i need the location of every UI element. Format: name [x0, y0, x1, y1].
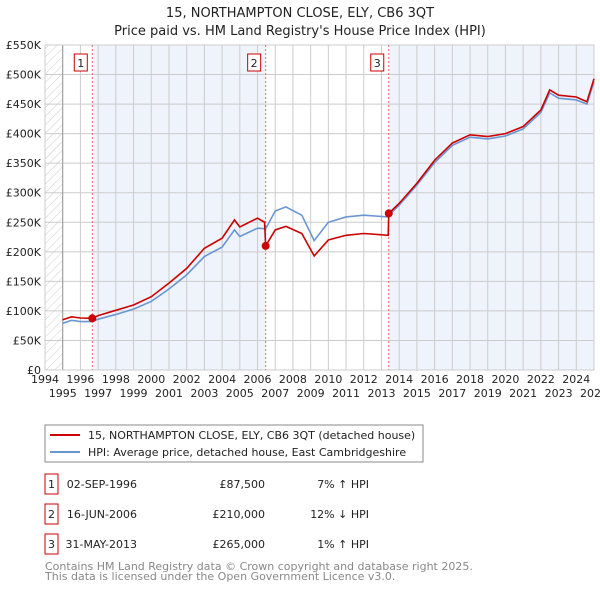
transaction-number: 1 [48, 478, 55, 491]
property-line [62, 78, 595, 321]
y-tick-label: £150K [6, 275, 42, 288]
y-tick-label: £100K [6, 305, 42, 318]
legend-property: 15, NORTHAMPTON CLOSE, ELY, CB6 3QT (det… [88, 429, 415, 442]
y-tick-label: £400K [6, 128, 42, 141]
x-tick-label: 2014 [385, 373, 413, 386]
x-tick-label: 2021 [509, 387, 537, 400]
x-tick-label: 2017 [438, 387, 466, 400]
plot-frame [44, 44, 595, 371]
legend: 15, NORTHAMPTON CLOSE, ELY, CB6 3QT (det… [44, 424, 424, 463]
x-tick-label: 2016 [421, 373, 449, 386]
x-tick-label: 2004 [208, 373, 236, 386]
transaction-hpi-diff: 1% ↑ HPI [317, 538, 369, 551]
transaction-number-box [44, 473, 59, 495]
legend-hpi: HPI: Average price, detached house, East… [88, 446, 406, 459]
footer-copyright: Contains HM Land Registry data © Crown c… [45, 560, 473, 573]
x-tick-label: 2011 [332, 387, 360, 400]
hpi-line [62, 81, 595, 325]
x-tick-label: 2009 [297, 387, 325, 400]
chart-subtitle: Price paid vs. HM Land Registry's House … [114, 24, 486, 39]
sale-point [261, 241, 270, 250]
y-tick-label: £450K [6, 98, 42, 111]
y-tick-label: £500K [6, 69, 42, 82]
shade-band [92, 45, 266, 370]
x-tick-label: 2001 [155, 387, 183, 400]
y-tick-label: £50K [13, 334, 42, 347]
x-tick-label: 2019 [474, 387, 502, 400]
transaction-date: 02-SEP-1996 [67, 478, 137, 491]
shade-band [388, 45, 594, 370]
transaction-price: £87,500 [220, 478, 266, 491]
transaction-price: £265,000 [213, 538, 266, 551]
chart-title: 15, NORTHAMPTON CLOSE, ELY, CB6 3QT [166, 6, 434, 21]
sale-point [88, 314, 97, 323]
sale-label: 2 [251, 57, 258, 70]
x-tick-label: 2008 [279, 373, 307, 386]
sale-label-box [247, 53, 262, 72]
x-tick-label: 2023 [545, 387, 573, 400]
x-tick-label: 2013 [367, 387, 395, 400]
y-tick-label: £350K [6, 157, 42, 170]
sale-label-box [370, 53, 385, 72]
transaction-hpi-diff: 7% ↑ HPI [317, 478, 369, 491]
x-tick-label: 2010 [314, 373, 342, 386]
sale-label-box [73, 53, 88, 72]
y-tick-label: £550K [6, 39, 42, 52]
x-tick-label: 2000 [137, 373, 165, 386]
transaction-hpi-diff: 12% ↓ HPI [310, 508, 369, 521]
hatch-region [45, 45, 63, 370]
x-tick-label: 1998 [102, 373, 130, 386]
sale-point [384, 209, 393, 218]
y-tick-label: £200K [6, 246, 42, 259]
transaction-number-box [44, 503, 59, 525]
x-tick-label: 2022 [527, 373, 555, 386]
sale-label: 3 [374, 57, 381, 70]
transaction-price: £210,000 [213, 508, 266, 521]
x-tick-label: 2003 [190, 387, 218, 400]
x-tick-label: 2006 [244, 373, 272, 386]
transaction-number: 2 [48, 508, 55, 521]
x-tick-label: 2025 [580, 387, 600, 400]
x-tick-label: 1995 [49, 387, 77, 400]
y-tick-label: £250K [6, 216, 42, 229]
x-tick-label: 1997 [84, 387, 112, 400]
x-tick-label: 2015 [403, 387, 431, 400]
transaction-date: 31-MAY-2013 [65, 538, 137, 551]
x-tick-label: 2024 [562, 373, 590, 386]
x-tick-label: 2012 [350, 373, 378, 386]
x-tick-label: 1999 [120, 387, 148, 400]
y-tick-label: £300K [6, 187, 42, 200]
transaction-number: 3 [48, 538, 55, 551]
sale-label: 1 [77, 57, 84, 70]
x-tick-label: 2005 [226, 387, 254, 400]
x-tick-label: 1994 [31, 373, 59, 386]
x-tick-label: 2007 [261, 387, 289, 400]
x-tick-label: 1996 [66, 373, 94, 386]
x-tick-label: 2018 [456, 373, 484, 386]
footer-licence: This data is licensed under the Open Gov… [44, 570, 395, 583]
x-tick-label: 2020 [491, 373, 519, 386]
transaction-date: 16-JUN-2006 [67, 508, 137, 521]
y-tick-label: £0 [27, 364, 41, 377]
transaction-number-box [44, 533, 59, 555]
x-tick-label: 2002 [173, 373, 201, 386]
